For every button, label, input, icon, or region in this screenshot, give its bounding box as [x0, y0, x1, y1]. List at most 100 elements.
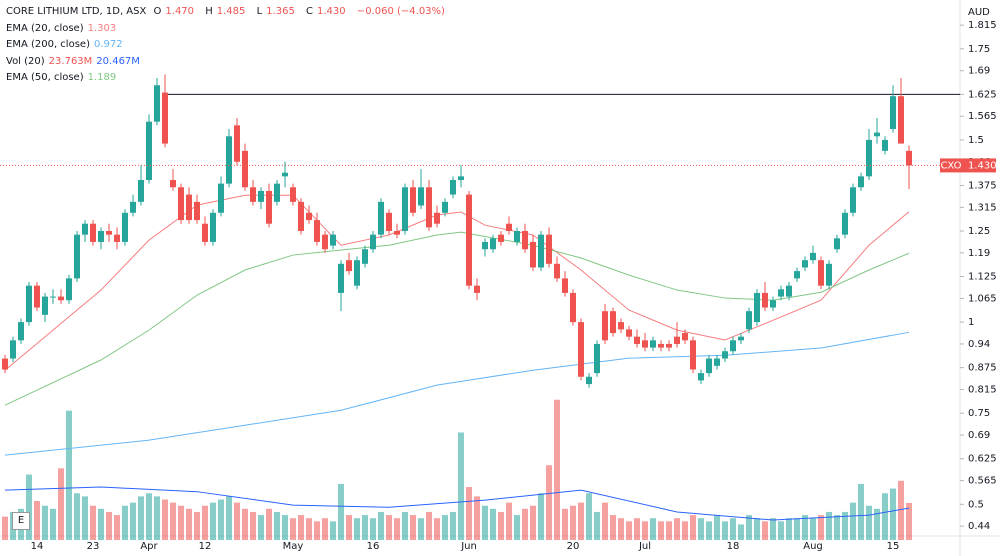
candle-body [898, 96, 904, 144]
candle-body [770, 300, 776, 308]
y-tick-label: 1 [968, 317, 974, 328]
volume-bar [146, 493, 152, 540]
candle-body [122, 212, 128, 242]
symbol-tag-box [940, 158, 962, 173]
last-price-box [962, 158, 996, 173]
ema-line [4, 331, 910, 456]
candle-body [514, 231, 520, 242]
ohlc-item: H 1.485 [205, 6, 249, 17]
y-tick-label: 0.44 [968, 521, 990, 532]
candle-body [674, 336, 680, 344]
candle-body [146, 121, 152, 180]
candle-body [2, 358, 8, 370]
candle-body [858, 176, 864, 188]
volume-value: 23.763M [48, 55, 93, 67]
volume-bar [706, 521, 712, 540]
volume-bar [34, 501, 40, 540]
volume-bar [666, 521, 672, 540]
candle-body [826, 263, 832, 286]
candle-body [42, 296, 48, 315]
candle-body [106, 231, 112, 235]
indicator-name: Vol (20) [6, 55, 45, 67]
y-tick-label: 0.625 [968, 454, 997, 465]
volume-bar [866, 505, 872, 540]
candle-body [666, 343, 672, 348]
volume-bar [210, 502, 216, 540]
candle-body [810, 252, 816, 261]
legend-row: Vol (20) 23.763M 20.467M [6, 54, 449, 71]
candle-body [538, 234, 544, 268]
candle-body [626, 329, 632, 337]
ema-line [4, 231, 910, 406]
candle-body [282, 172, 288, 177]
candle-body [242, 150, 248, 188]
ema-line [4, 194, 910, 371]
volume-bar [890, 488, 896, 540]
volume-bar [474, 496, 480, 540]
y-tick-label: 0.815 [968, 385, 997, 396]
volume-bar [354, 518, 360, 540]
candle-body [98, 231, 104, 242]
indicator-name: EMA (50, close) [6, 72, 84, 83]
x-tick-label: Jun [460, 541, 477, 552]
volume-bar [466, 487, 472, 540]
volume-bar [578, 502, 584, 540]
ohlc-value: 1.485 [216, 6, 246, 17]
volume-bar [330, 521, 336, 540]
candle-body [250, 187, 256, 202]
x-tick-label: 14 [31, 541, 44, 552]
y-tick-label: 0.69 [968, 430, 990, 441]
candle-body [218, 183, 224, 213]
candle-body [274, 183, 280, 202]
volume-bar [322, 518, 328, 540]
volume-bar [458, 432, 464, 540]
candle-body [298, 201, 304, 232]
volume-bar [514, 515, 520, 540]
volume-bar [314, 521, 320, 540]
volume-bar [770, 518, 776, 540]
volume-bar [442, 515, 448, 540]
candle-body [642, 340, 648, 348]
volume-bar [346, 515, 352, 540]
ohlc-key: O [153, 6, 162, 17]
legend-row: EMA (20, close) 1.303 [6, 21, 449, 38]
y-tick-label: 0.875 [968, 363, 997, 374]
candle-body [762, 292, 768, 308]
candle-body [906, 150, 912, 166]
y-tick-label: 1.75 [968, 44, 990, 55]
volume-bar [338, 483, 344, 540]
volume-bar [290, 518, 296, 540]
volume-bar [690, 515, 696, 540]
y-tick-label: 1.375 [968, 180, 997, 191]
indicator-value: 1.303 [87, 22, 117, 34]
volume-bar [218, 499, 224, 540]
volume-bar [698, 518, 704, 540]
volume-bar [746, 515, 752, 540]
candle-body [186, 194, 192, 221]
volume-bar [674, 518, 680, 540]
candle-body [706, 358, 712, 374]
volume-bar [874, 508, 880, 540]
volume-bar [762, 521, 768, 540]
x-tick-label: Apr [140, 541, 158, 552]
y-tick-label: 0.565 [968, 476, 997, 487]
volume-bar [810, 518, 816, 540]
candle-body [498, 234, 504, 242]
volume-bar [426, 511, 432, 540]
volume-bar [50, 508, 56, 540]
candle-body [10, 340, 16, 359]
candle-body [658, 343, 664, 348]
volume-bar [754, 518, 760, 540]
volume-bar [818, 515, 824, 540]
candle-body [738, 336, 744, 341]
candle-body [34, 285, 40, 308]
candle-body [874, 132, 880, 137]
volume-bar [386, 515, 392, 540]
candle-body [482, 241, 488, 250]
volume-bar [594, 511, 600, 540]
volume-bar [2, 516, 8, 540]
ohlc-value: 1.365 [266, 6, 295, 17]
candle-body [138, 180, 144, 202]
legend: CORE LITHIUM LTD, 1D, ASX O 1.470 H 1.485 … [6, 4, 449, 87]
toolbar-button[interactable]: E [12, 512, 30, 530]
